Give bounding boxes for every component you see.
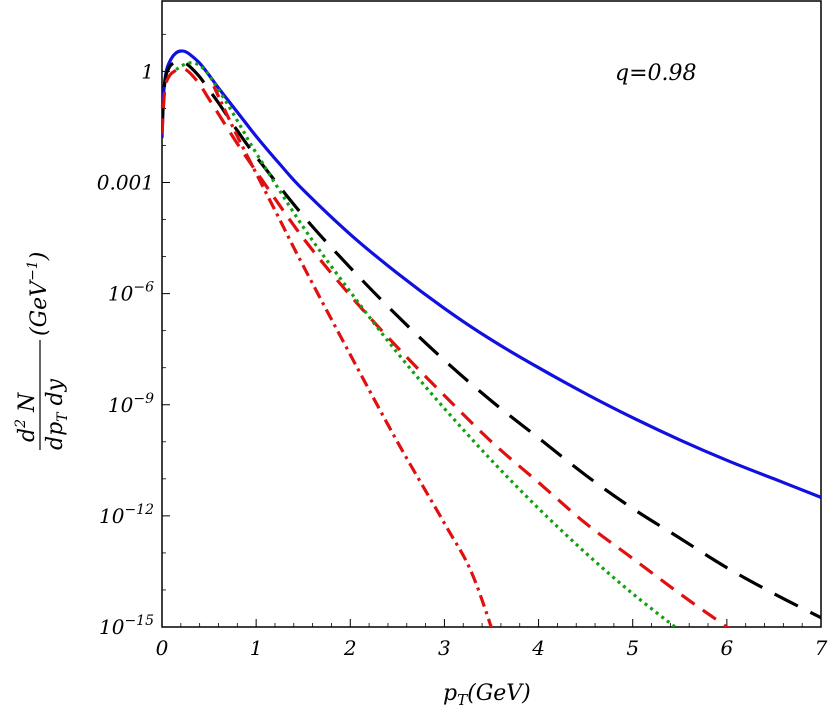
plot-frame (161, 0, 822, 628)
y-axis-numerator: d2 N (13, 392, 40, 442)
x-tick-labels: 0 1 2 3 4 5 6 7 (156, 636, 828, 660)
y-tick-label: 10−12 (99, 502, 154, 528)
x-axis-sub: T (457, 691, 468, 709)
annotation-q: q=0.98 (615, 61, 697, 86)
series-line-3 (175, 61, 678, 627)
y-tick-label: 10−6 (108, 280, 154, 306)
x-tick-label: 4 (531, 636, 545, 660)
x-tick-label: 5 (626, 636, 639, 660)
y-tick-label: 10−15 (99, 613, 154, 639)
x-tick-label: 3 (438, 636, 451, 660)
x-axis-base: p (443, 681, 457, 706)
series-line-4 (212, 85, 493, 627)
y-tick-labels: 1 0.001 10−6 10−9 10−12 10−15 (97, 59, 154, 639)
y-axis-unit: (GeV−1) (25, 252, 52, 336)
x-tick-label: 7 (815, 636, 828, 660)
x-tick-label: 6 (720, 636, 733, 660)
series-line-2 (162, 67, 730, 627)
x-tick-label: 2 (343, 636, 357, 660)
x-tick-label: 1 (250, 636, 263, 660)
x-axis-rest: (GeV) (467, 681, 531, 706)
y-tick-label: 1 (141, 59, 154, 83)
series-line-1 (162, 59, 821, 620)
y-axis-denominator: dpT dy (43, 378, 71, 450)
y-tick-label: 0.001 (97, 171, 154, 195)
series-line-0 (162, 49, 821, 499)
y-axis-title: d2 N dpT dy (GeV−1) (13, 252, 71, 450)
series-layer (162, 49, 821, 627)
y-tick-label: 10−9 (108, 391, 154, 417)
x-tick-label: 0 (156, 636, 169, 660)
x-axis-title: pT(GeV) (443, 681, 531, 709)
tick-marks (161, 33, 822, 628)
